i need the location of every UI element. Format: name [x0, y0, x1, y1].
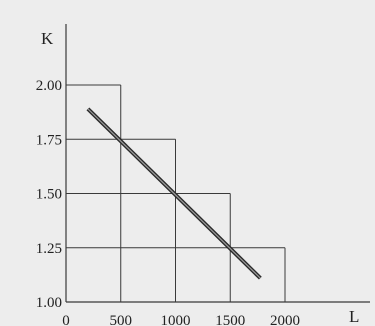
x-tick-label: 1000: [161, 313, 191, 326]
y-tick-label: 1.00: [36, 295, 62, 311]
series-lines: [86, 107, 262, 280]
y-tick-label: 1.75: [36, 132, 62, 148]
y-tick-label: 2.00: [36, 78, 62, 94]
x-tick-label: 0: [62, 313, 70, 326]
x-tick-label: 1500: [215, 313, 245, 326]
x-tick-label: 500: [110, 313, 133, 326]
x-tick-label: 2000: [270, 313, 300, 326]
y-tick-label: 1.50: [36, 187, 62, 203]
y-axis-title: K: [41, 29, 54, 48]
axes: [65, 24, 370, 303]
tick-labels: 0 500 1000 1500 2000 1.00 1.25 1.50 1.75 2.00: [36, 78, 300, 326]
series-line-core: [87, 108, 261, 279]
x-axis-title: L: [349, 307, 359, 326]
y-tick-label: 1.25: [36, 241, 62, 257]
